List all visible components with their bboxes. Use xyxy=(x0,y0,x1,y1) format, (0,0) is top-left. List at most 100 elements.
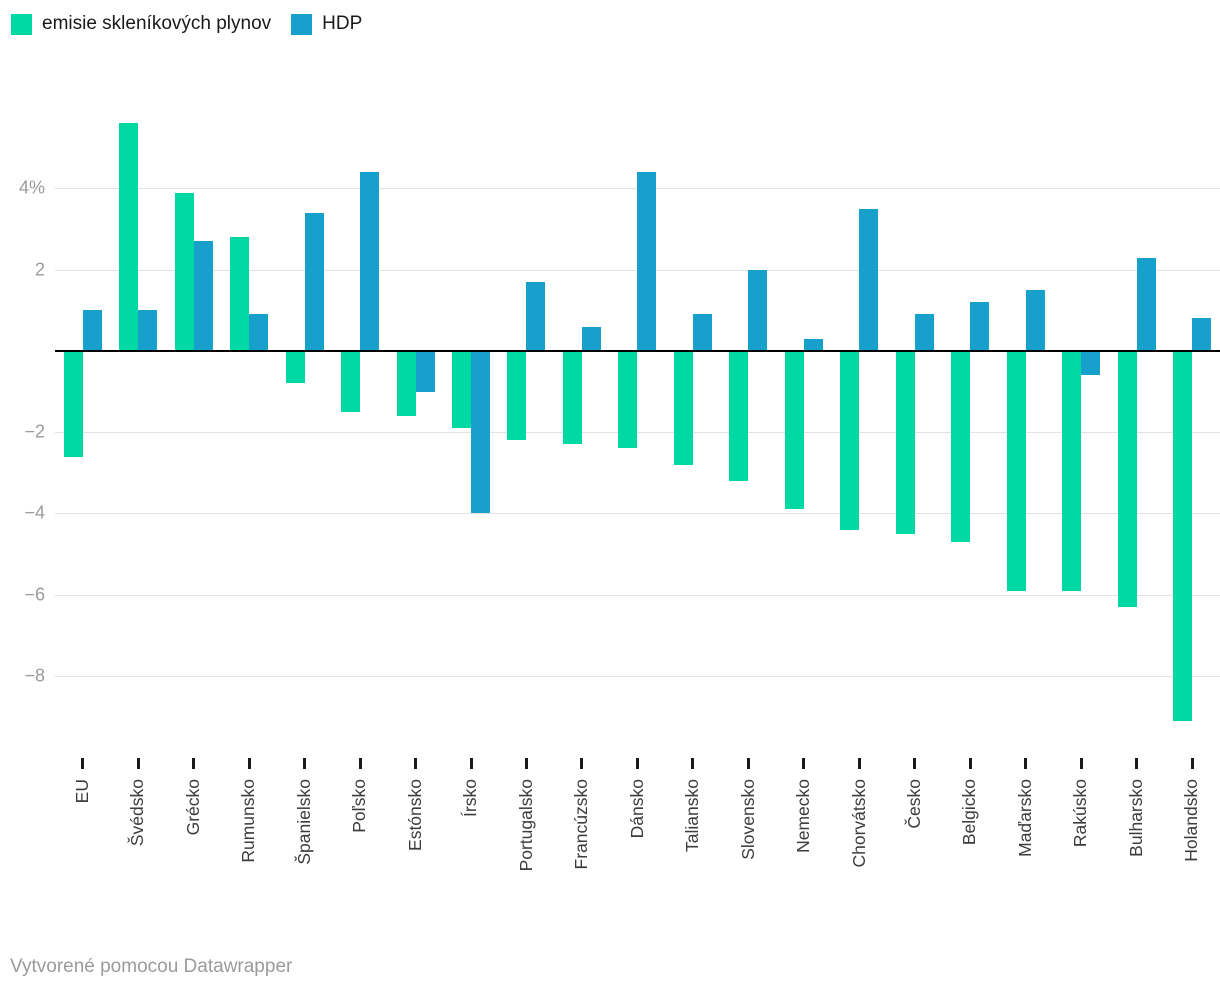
x-axis-label-Estónsko: Estónsko xyxy=(404,779,425,851)
x-axis-ticks xyxy=(55,758,1220,769)
x-label-slot: Maďarsko xyxy=(998,779,1053,904)
x-tick-Estónsko xyxy=(414,758,418,769)
plot-area xyxy=(55,95,1220,745)
x-label-slot: Belgicko xyxy=(943,779,998,904)
bar-group-Írsko xyxy=(443,95,498,745)
x-tick-slot xyxy=(887,758,942,769)
bar-group-Belgicko xyxy=(943,95,998,745)
bar-emisie-Rakúsko xyxy=(1062,350,1082,591)
x-axis-label-Portugalsko: Portugalsko xyxy=(515,779,536,872)
bar-emisie-EU xyxy=(63,350,83,457)
x-label-slot: Rakúsko xyxy=(1053,779,1108,904)
x-tick-slot xyxy=(721,758,776,769)
x-tick-slot xyxy=(443,758,498,769)
zero-baseline xyxy=(55,349,1220,352)
x-tick-slot xyxy=(1164,758,1219,769)
bar-hdp-Estónsko xyxy=(415,350,435,392)
bar-emisie-Dánsko xyxy=(618,350,638,449)
x-tick-EU xyxy=(81,758,85,769)
x-axis-label-Grécko: Grécko xyxy=(182,779,203,836)
bar-emisie-Holandsko xyxy=(1173,350,1193,721)
x-axis-label-Švédsko: Švédsko xyxy=(127,779,148,847)
x-tick-Grécko xyxy=(192,758,196,769)
x-label-slot: Grécko xyxy=(166,779,221,904)
x-label-slot: Chorvátsko xyxy=(832,779,887,904)
bar-group-Poľsko xyxy=(332,95,387,745)
bar-group-Dánsko xyxy=(610,95,665,745)
y-axis-labels: 4% 2 −2 −4 −6 −8 xyxy=(0,95,45,745)
bar-group-Rumunsko xyxy=(221,95,276,745)
x-label-slot: Rumunsko xyxy=(221,779,276,904)
x-tick-slot xyxy=(277,758,332,769)
hdp-legend-swatch xyxy=(291,13,313,35)
bar-hdp-Francúzsko xyxy=(581,326,601,351)
x-tick-slot xyxy=(998,758,1053,769)
x-tick-slot xyxy=(1053,758,1108,769)
x-label-slot: Írsko xyxy=(443,779,498,904)
x-label-slot: Dánsko xyxy=(610,779,665,904)
x-label-slot: Taliansko xyxy=(665,779,720,904)
x-label-slot: Slovensko xyxy=(721,779,776,904)
x-tick-Holandsko xyxy=(1190,758,1194,769)
bar-group-Estónsko xyxy=(388,95,443,745)
x-tick-Francúzsko xyxy=(580,758,584,769)
x-label-slot: Česko xyxy=(887,779,942,904)
x-tick-slot xyxy=(221,758,276,769)
legend-item-hdp: HDP xyxy=(291,13,362,35)
x-axis-label-Slovensko: Slovensko xyxy=(737,779,758,860)
x-tick-slot xyxy=(610,758,665,769)
bar-emisie-Poľsko xyxy=(341,350,361,412)
bar-hdp-Nemecko xyxy=(803,338,823,351)
attribution-text: Vytvorené pomocou Datawrapper xyxy=(10,956,293,977)
bar-emisie-Estónsko xyxy=(396,350,416,416)
gridline--2 xyxy=(55,432,1220,434)
bar-emisie-Grécko xyxy=(174,192,194,351)
x-axis-label-Írsko: Írsko xyxy=(460,779,481,817)
bar-hdp-Bulharsko xyxy=(1136,257,1156,351)
x-tick-slot xyxy=(332,758,387,769)
bar-hdp-Švédsko xyxy=(138,310,158,351)
x-axis-labels: EU Švédsko Grécko Rumunsko Španielsko Poľsko E… xyxy=(55,779,1220,904)
bar-hdp-Česko xyxy=(914,314,934,351)
bar-group-EU xyxy=(55,95,110,745)
x-tick-slot xyxy=(55,758,110,769)
x-tick-slot xyxy=(499,758,554,769)
bar-hdp-Holandsko xyxy=(1192,318,1212,351)
x-axis-label-Taliansko: Taliansko xyxy=(682,779,703,852)
y-axis-label--2: −2 xyxy=(24,421,45,442)
y-axis-label-2: 2 xyxy=(34,259,45,280)
x-axis-label-Nemecko: Nemecko xyxy=(793,779,814,853)
bar-hdp-Rumunsko xyxy=(249,314,269,351)
legend-item-emissions: emisie skleníkových plynov xyxy=(11,13,271,35)
bar-group-Bulharsko xyxy=(1109,95,1164,745)
hdp-legend-label: HDP xyxy=(322,13,363,34)
x-tick-Poľsko xyxy=(358,758,362,769)
bar-group-Španielsko xyxy=(277,95,332,745)
bar-hdp-Rakúsko xyxy=(1081,350,1101,376)
bar-emisie-Slovensko xyxy=(729,350,749,481)
bar-emisie-Portugalsko xyxy=(507,350,527,441)
bar-hdp-Taliansko xyxy=(692,314,712,351)
bar-group-Holandsko xyxy=(1164,95,1219,745)
x-tick-Nemecko xyxy=(802,758,806,769)
bar-group-Maďarsko xyxy=(998,95,1053,745)
bar-emisie-Taliansko xyxy=(673,350,693,465)
bar-group-Rakúsko xyxy=(1053,95,1108,745)
x-label-slot: Švédsko xyxy=(110,779,165,904)
bar-group-Česko xyxy=(887,95,942,745)
x-tick-Portugalsko xyxy=(524,758,528,769)
x-axis-label-EU: EU xyxy=(71,779,92,804)
emissions-legend-label: emisie skleníkových plynov xyxy=(42,13,272,34)
bar-emisie-Nemecko xyxy=(784,350,804,510)
bar-hdp-Belgicko xyxy=(970,302,990,351)
x-tick-slot xyxy=(943,758,998,769)
bars xyxy=(55,95,1220,745)
x-tick-Slovensko xyxy=(746,758,750,769)
x-label-slot: Francúzsko xyxy=(554,779,609,904)
gridline--8 xyxy=(55,675,1220,677)
bar-hdp-Maďarsko xyxy=(1025,290,1045,351)
x-label-slot: Portugalsko xyxy=(499,779,554,904)
x-axis-label-Rumunsko: Rumunsko xyxy=(238,779,259,863)
x-tick-Dánsko xyxy=(635,758,639,769)
y-axis-label--4: −4 xyxy=(24,502,45,523)
